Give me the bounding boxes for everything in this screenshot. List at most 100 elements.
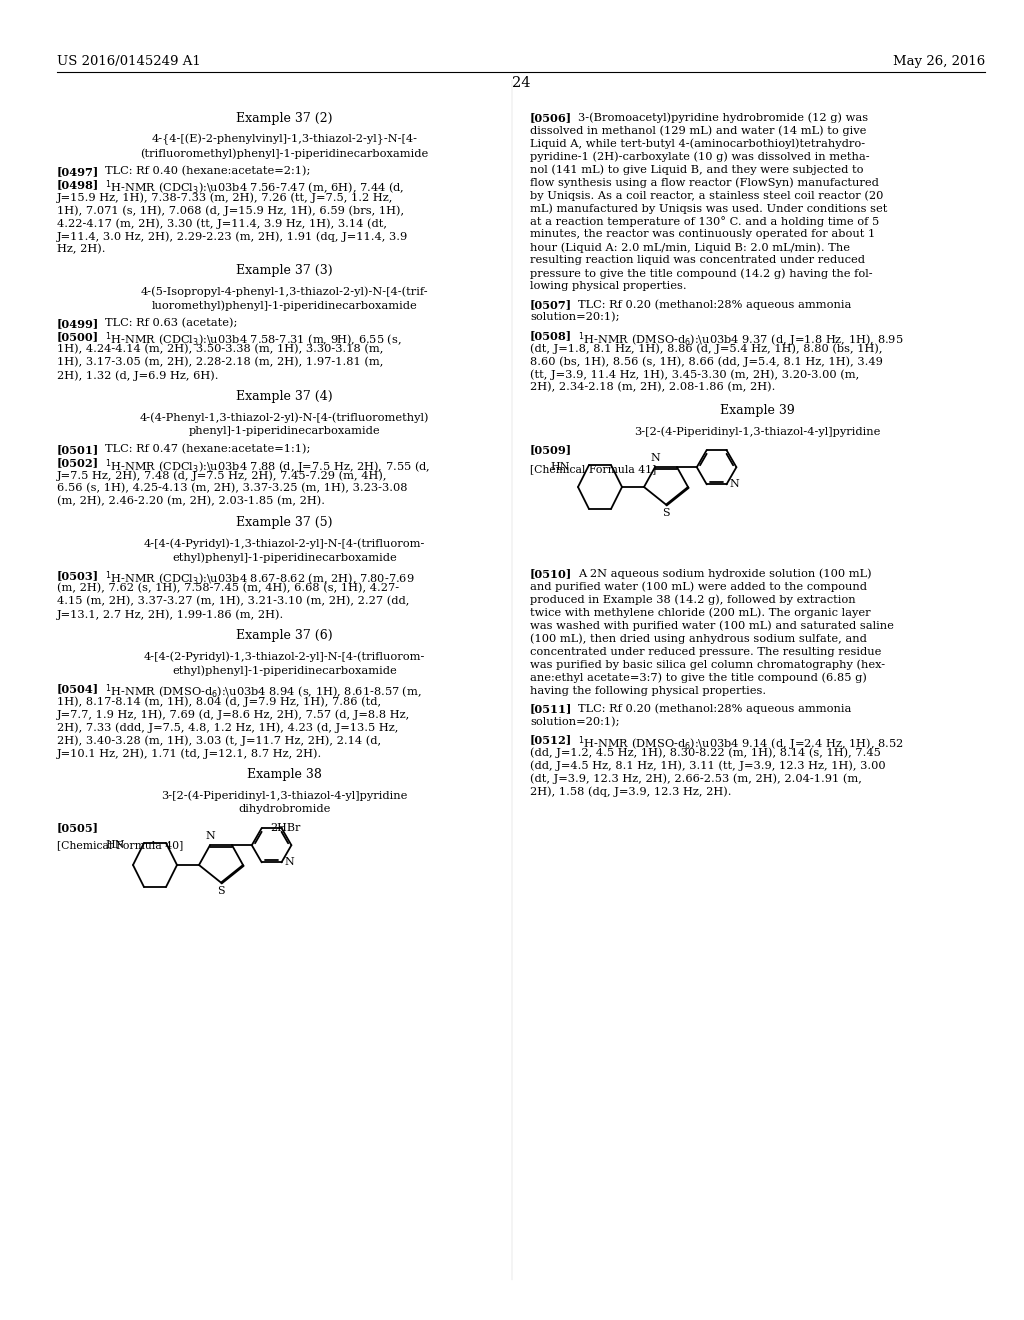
Text: $^1$H-NMR (CDCl$_3$):\u03b4 8.67-8.62 (m, 2H), 7.80-7.69: $^1$H-NMR (CDCl$_3$):\u03b4 8.67-8.62 (m…: [105, 570, 415, 589]
Text: (dt, J=3.9, 12.3 Hz, 2H), 2.66-2.53 (m, 2H), 2.04-1.91 (m,: (dt, J=3.9, 12.3 Hz, 2H), 2.66-2.53 (m, …: [530, 774, 862, 784]
Text: produced in Example 38 (14.2 g), followed by extraction: produced in Example 38 (14.2 g), followe…: [530, 594, 856, 605]
Text: (dd, J=4.5 Hz, 8.1 Hz, 1H), 3.11 (tt, J=3.9, 12.3 Hz, 1H), 3.00: (dd, J=4.5 Hz, 8.1 Hz, 1H), 3.11 (tt, J=…: [530, 760, 886, 771]
Text: Example 39: Example 39: [720, 404, 795, 417]
Text: (m, 2H), 2.46-2.20 (m, 2H), 2.03-1.85 (m, 2H).: (m, 2H), 2.46-2.20 (m, 2H), 2.03-1.85 (m…: [57, 496, 325, 507]
Text: S: S: [217, 886, 225, 896]
Text: 2H), 7.33 (ddd, J=7.5, 4.8, 1.2 Hz, 1H), 4.23 (d, J=13.5 Hz,: 2H), 7.33 (ddd, J=7.5, 4.8, 1.2 Hz, 1H),…: [57, 722, 398, 733]
Text: 4-[4-(4-Pyridyl)-1,3-thiazol-2-yl]-N-[4-(trifluorom-: 4-[4-(4-Pyridyl)-1,3-thiazol-2-yl]-N-[4-…: [143, 539, 425, 549]
Text: Example 37 (5): Example 37 (5): [237, 516, 333, 529]
Text: TLC: Rf 0.40 (hexane:acetate=2:1);: TLC: Rf 0.40 (hexane:acetate=2:1);: [105, 166, 310, 177]
Text: $^1$H-NMR (DMSO-d$_6$):\u03b4 9.37 (d, J=1.8 Hz, 1H), 8.95: $^1$H-NMR (DMSO-d$_6$):\u03b4 9.37 (d, J…: [578, 330, 903, 348]
Text: flow synthesis using a flow reactor (FlowSyn) manufactured: flow synthesis using a flow reactor (Flo…: [530, 177, 879, 187]
Text: 4.22-4.17 (m, 2H), 3.30 (tt, J=11.4, 3.9 Hz, 1H), 3.14 (dt,: 4.22-4.17 (m, 2H), 3.30 (tt, J=11.4, 3.9…: [57, 218, 387, 228]
Text: [0503]: [0503]: [57, 570, 99, 581]
Text: [0508]: [0508]: [530, 330, 572, 341]
Text: 2H), 1.58 (dq, J=3.9, 12.3 Hz, 2H).: 2H), 1.58 (dq, J=3.9, 12.3 Hz, 2H).: [530, 787, 731, 797]
Text: J=7.5 Hz, 2H), 7.48 (d, J=7.5 Hz, 2H), 7.45-7.29 (m, 4H),: J=7.5 Hz, 2H), 7.48 (d, J=7.5 Hz, 2H), 7…: [57, 470, 387, 480]
Text: 3-[2-(4-Piperidinyl-1,3-thiazol-4-yl]pyridine: 3-[2-(4-Piperidinyl-1,3-thiazol-4-yl]pyr…: [162, 789, 408, 800]
Text: 4-(5-Isopropyl-4-phenyl-1,3-thiazol-2-yl)-N-[4-(trif-: 4-(5-Isopropyl-4-phenyl-1,3-thiazol-2-yl…: [140, 286, 428, 297]
Text: nol (141 mL) to give Liquid B, and they were subjected to: nol (141 mL) to give Liquid B, and they …: [530, 164, 863, 174]
Text: [0510]: [0510]: [530, 569, 572, 579]
Text: luoromethyl)phenyl]-1-piperidinecarboxamide: luoromethyl)phenyl]-1-piperidinecarboxam…: [152, 300, 418, 310]
Text: Hz, 2H).: Hz, 2H).: [57, 244, 105, 255]
Text: 4.15 (m, 2H), 3.37-3.27 (m, 1H), 3.21-3.10 (m, 2H), 2.27 (dd,: 4.15 (m, 2H), 3.37-3.27 (m, 1H), 3.21-3.…: [57, 597, 410, 606]
Text: TLC: Rf 0.63 (acetate);: TLC: Rf 0.63 (acetate);: [105, 318, 238, 329]
Text: 1H), 8.17-8.14 (m, 1H), 8.04 (d, J=7.9 Hz, 1H), 7.86 (td,: 1H), 8.17-8.14 (m, 1H), 8.04 (d, J=7.9 H…: [57, 696, 381, 706]
Text: N: N: [285, 858, 295, 867]
Text: 1H), 4.24-4.14 (m, 2H), 3.50-3.38 (m, 1H), 3.30-3.18 (m,: 1H), 4.24-4.14 (m, 2H), 3.50-3.38 (m, 1H…: [57, 345, 383, 354]
Text: ethyl)phenyl]-1-piperidinecarboxamide: ethyl)phenyl]-1-piperidinecarboxamide: [172, 552, 397, 562]
Text: (dd, J=1.2, 4.5 Hz, 1H), 8.30-8.22 (m, 1H), 8.14 (s, 1H), 7.45: (dd, J=1.2, 4.5 Hz, 1H), 8.30-8.22 (m, 1…: [530, 747, 881, 758]
Text: solution=20:1);: solution=20:1);: [530, 717, 620, 727]
Text: N: N: [650, 453, 659, 463]
Text: [0501]: [0501]: [57, 444, 99, 455]
Text: 4-(4-Phenyl-1,3-thiazol-2-yl)-N-[4-(trifluoromethyl): 4-(4-Phenyl-1,3-thiazol-2-yl)-N-[4-(trif…: [139, 412, 429, 422]
Text: [0507]: [0507]: [530, 300, 572, 310]
Text: (100 mL), then dried using anhydrous sodium sulfate, and: (100 mL), then dried using anhydrous sod…: [530, 634, 867, 644]
Text: S: S: [663, 508, 670, 517]
Text: 24: 24: [512, 77, 530, 90]
Text: $^1$H-NMR (CDCl$_3$):\u03b4 7.88 (d, J=7.5 Hz, 2H), 7.55 (d,: $^1$H-NMR (CDCl$_3$):\u03b4 7.88 (d, J=7…: [105, 457, 430, 475]
Text: [0504]: [0504]: [57, 682, 99, 694]
Text: 3-[2-(4-Piperidinyl-1,3-thiazol-4-yl]pyridine: 3-[2-(4-Piperidinyl-1,3-thiazol-4-yl]pyr…: [634, 426, 881, 437]
Text: Example 37 (2): Example 37 (2): [237, 112, 333, 125]
Text: Example 38: Example 38: [247, 768, 322, 781]
Text: ane:ethyl acetate=3:7) to give the title compound (6.85 g): ane:ethyl acetate=3:7) to give the title…: [530, 673, 867, 684]
Text: pyridine-1 (2H)-carboxylate (10 g) was dissolved in metha-: pyridine-1 (2H)-carboxylate (10 g) was d…: [530, 150, 869, 161]
Text: [0502]: [0502]: [57, 457, 99, 469]
Text: [0497]: [0497]: [57, 166, 99, 177]
Text: Example 37 (6): Example 37 (6): [237, 630, 333, 642]
Text: Example 37 (3): Example 37 (3): [237, 264, 333, 277]
Text: concentrated under reduced pressure. The resulting residue: concentrated under reduced pressure. The…: [530, 647, 882, 656]
Text: [Chemical Formula 41]: [Chemical Formula 41]: [530, 465, 656, 474]
Text: at a reaction temperature of 130° C. and a holding time of 5: at a reaction temperature of 130° C. and…: [530, 216, 880, 227]
Text: 1H), 3.17-3.05 (m, 2H), 2.28-2.18 (m, 2H), 1.97-1.81 (m,: 1H), 3.17-3.05 (m, 2H), 2.28-2.18 (m, 2H…: [57, 356, 383, 367]
Text: HN: HN: [105, 841, 125, 850]
Text: [Chemical Formula 40]: [Chemical Formula 40]: [57, 840, 183, 850]
Text: 4-{4-[(E)-2-phenylvinyl]-1,3-thiazol-2-yl}-N-[4-: 4-{4-[(E)-2-phenylvinyl]-1,3-thiazol-2-y…: [152, 135, 418, 145]
Text: (tt, J=3.9, 11.4 Hz, 1H), 3.45-3.30 (m, 2H), 3.20-3.00 (m,: (tt, J=3.9, 11.4 Hz, 1H), 3.45-3.30 (m, …: [530, 370, 859, 380]
Text: resulting reaction liquid was concentrated under reduced: resulting reaction liquid was concentrat…: [530, 255, 865, 265]
Text: minutes, the reactor was continuously operated for about 1: minutes, the reactor was continuously op…: [530, 228, 876, 239]
Text: by Uniqsis. As a coil reactor, a stainless steel coil reactor (20: by Uniqsis. As a coil reactor, a stainle…: [530, 190, 884, 201]
Text: A 2N aqueous sodium hydroxide solution (100 mL): A 2N aqueous sodium hydroxide solution (…: [578, 569, 871, 579]
Text: $^1$H-NMR (CDCl$_3$):\u03b4 7.58-7.31 (m, 9H), 6.55 (s,: $^1$H-NMR (CDCl$_3$):\u03b4 7.58-7.31 (m…: [105, 331, 401, 350]
Text: J=13.1, 2.7 Hz, 2H), 1.99-1.86 (m, 2H).: J=13.1, 2.7 Hz, 2H), 1.99-1.86 (m, 2H).: [57, 609, 285, 619]
Text: twice with methylene chloride (200 mL). The organic layer: twice with methylene chloride (200 mL). …: [530, 607, 870, 618]
Text: 1H), 7.071 (s, 1H), 7.068 (d, J=15.9 Hz, 1H), 6.59 (brs, 1H),: 1H), 7.071 (s, 1H), 7.068 (d, J=15.9 Hz,…: [57, 205, 404, 215]
Text: [0506]: [0506]: [530, 112, 572, 123]
Text: $^1$H-NMR (CDCl$_3$):\u03b4 7.56-7.47 (m, 6H), 7.44 (d,: $^1$H-NMR (CDCl$_3$):\u03b4 7.56-7.47 (m…: [105, 180, 404, 197]
Text: phenyl]-1-piperidinecarboxamide: phenyl]-1-piperidinecarboxamide: [188, 426, 380, 436]
Text: [0509]: [0509]: [530, 444, 572, 455]
Text: 2H), 3.40-3.28 (m, 1H), 3.03 (t, J=11.7 Hz, 2H), 2.14 (d,: 2H), 3.40-3.28 (m, 1H), 3.03 (t, J=11.7 …: [57, 735, 381, 746]
Text: TLC: Rf 0.20 (methanol:28% aqueous ammonia: TLC: Rf 0.20 (methanol:28% aqueous ammon…: [578, 704, 851, 714]
Text: dissolved in methanol (129 mL) and water (14 mL) to give: dissolved in methanol (129 mL) and water…: [530, 125, 866, 136]
Text: TLC: Rf 0.47 (hexane:acetate=1:1);: TLC: Rf 0.47 (hexane:acetate=1:1);: [105, 444, 310, 454]
Text: lowing physical properties.: lowing physical properties.: [530, 281, 687, 290]
Text: mL) manufactured by Uniqsis was used. Under conditions set: mL) manufactured by Uniqsis was used. Un…: [530, 203, 888, 214]
Text: pressure to give the title compound (14.2 g) having the fol-: pressure to give the title compound (14.…: [530, 268, 872, 279]
Text: was washed with purified water (100 mL) and saturated saline: was washed with purified water (100 mL) …: [530, 620, 894, 631]
Text: 8.60 (bs, 1H), 8.56 (s, 1H), 8.66 (dd, J=5.4, 8.1 Hz, 1H), 3.49: 8.60 (bs, 1H), 8.56 (s, 1H), 8.66 (dd, J…: [530, 356, 883, 367]
Text: 4-[4-(2-Pyridyl)-1,3-thiazol-2-yl]-N-[4-(trifluorom-: 4-[4-(2-Pyridyl)-1,3-thiazol-2-yl]-N-[4-…: [143, 651, 425, 661]
Text: (m, 2H), 7.62 (s, 1H), 7.58-7.45 (m, 4H), 6.68 (s, 1H), 4.27-: (m, 2H), 7.62 (s, 1H), 7.58-7.45 (m, 4H)…: [57, 583, 399, 594]
Text: [0500]: [0500]: [57, 331, 99, 342]
Text: [0512]: [0512]: [530, 735, 572, 746]
Text: 3-(Bromoacetyl)pyridine hydrobromide (12 g) was: 3-(Bromoacetyl)pyridine hydrobromide (12…: [578, 112, 868, 123]
Text: N: N: [730, 479, 739, 490]
Text: N: N: [205, 832, 215, 841]
Text: J=15.9 Hz, 1H), 7.38-7.33 (m, 2H), 7.26 (tt, J=7.5, 1.2 Hz,: J=15.9 Hz, 1H), 7.38-7.33 (m, 2H), 7.26 …: [57, 191, 393, 202]
Text: May 26, 2016: May 26, 2016: [893, 55, 985, 69]
Text: $^1$H-NMR (DMSO-d$_6$):\u03b4 9.14 (d, J=2.4 Hz, 1H), 8.52: $^1$H-NMR (DMSO-d$_6$):\u03b4 9.14 (d, J…: [578, 735, 903, 754]
Text: [0511]: [0511]: [530, 704, 572, 714]
Text: [0499]: [0499]: [57, 318, 99, 329]
Text: Liquid A, while tert-butyl 4-(aminocarbothioyl)tetrahydro-: Liquid A, while tert-butyl 4-(aminocarbo…: [530, 139, 865, 149]
Text: J=10.1 Hz, 2H), 1.71 (td, J=12.1, 8.7 Hz, 2H).: J=10.1 Hz, 2H), 1.71 (td, J=12.1, 8.7 Hz…: [57, 748, 323, 759]
Text: $^1$H-NMR (DMSO-d$_6$):\u03b4 8.94 (s, 1H), 8.61-8.57 (m,: $^1$H-NMR (DMSO-d$_6$):\u03b4 8.94 (s, 1…: [105, 682, 422, 701]
Text: (trifluoromethyl)phenyl]-1-piperidinecarboxamide: (trifluoromethyl)phenyl]-1-piperidinecar…: [140, 148, 429, 158]
Text: J=11.4, 3.0 Hz, 2H), 2.29-2.23 (m, 2H), 1.91 (dq, J=11.4, 3.9: J=11.4, 3.0 Hz, 2H), 2.29-2.23 (m, 2H), …: [57, 231, 409, 242]
Text: J=7.7, 1.9 Hz, 1H), 7.69 (d, J=8.6 Hz, 2H), 7.57 (d, J=8.8 Hz,: J=7.7, 1.9 Hz, 1H), 7.69 (d, J=8.6 Hz, 2…: [57, 709, 411, 719]
Text: dihydrobromide: dihydrobromide: [239, 804, 331, 814]
Text: [0498]: [0498]: [57, 180, 99, 190]
Text: HN: HN: [551, 462, 570, 473]
